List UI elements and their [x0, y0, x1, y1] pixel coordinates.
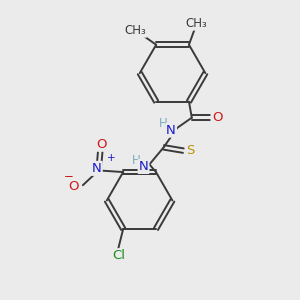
Text: N: N	[166, 124, 176, 136]
Text: CH₃: CH₃	[124, 24, 146, 37]
Text: H: H	[131, 154, 140, 167]
Text: CH₃: CH₃	[186, 17, 208, 30]
Text: +: +	[106, 153, 115, 163]
Text: S: S	[186, 144, 195, 157]
Text: O: O	[212, 111, 222, 124]
Text: −: −	[64, 170, 74, 183]
Text: Cl: Cl	[112, 249, 125, 262]
Text: N: N	[139, 160, 148, 173]
Text: O: O	[96, 138, 106, 151]
Text: O: O	[68, 180, 79, 193]
Text: H: H	[159, 117, 168, 130]
Text: N: N	[92, 162, 102, 175]
